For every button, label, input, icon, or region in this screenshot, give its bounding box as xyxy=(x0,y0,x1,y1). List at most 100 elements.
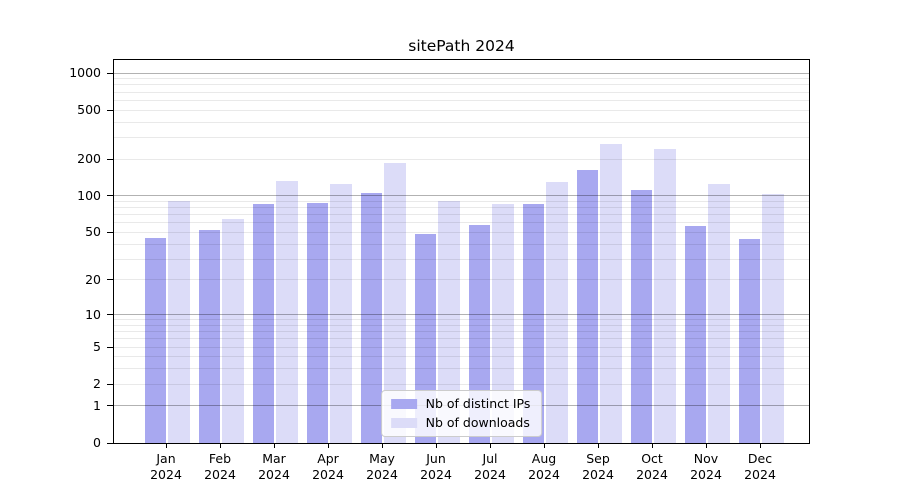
y-tick-label: 1000 xyxy=(69,65,101,81)
minor-grid-line xyxy=(114,84,809,86)
y-tick-label: 10 xyxy=(85,306,101,322)
x-tick-label: Nov 2024 xyxy=(690,451,722,482)
bar-nb-of-distinct-ips xyxy=(684,225,706,443)
bar-nb-of-downloads xyxy=(762,194,784,443)
legend-swatch xyxy=(390,399,417,409)
chart-title: sitePath 2024 xyxy=(408,37,515,55)
bar-nb-of-downloads xyxy=(222,219,244,443)
minor-grid-line xyxy=(114,231,809,233)
bar-nb-of-distinct-ips xyxy=(738,239,760,443)
x-tick-label: Feb 2024 xyxy=(204,451,236,482)
bar-nb-of-downloads xyxy=(708,184,730,443)
x-tick-label: Sep 2024 xyxy=(582,451,614,482)
bar-nb-of-distinct-ips xyxy=(252,203,274,443)
legend-label: Nb of distinct IPs xyxy=(425,396,531,411)
minor-grid-line xyxy=(114,158,809,160)
y-tick-mark xyxy=(107,195,113,197)
x-tick-mark xyxy=(220,443,221,448)
minor-grid-line xyxy=(114,200,809,202)
grid-layer xyxy=(114,60,809,443)
bar-nb-of-downloads xyxy=(654,149,676,443)
x-tick-mark xyxy=(490,443,491,448)
x-tick-label: Dec 2024 xyxy=(744,451,776,482)
x-tick-label: Jan 2024 xyxy=(150,451,182,482)
x-tick-label: May 2024 xyxy=(366,451,398,482)
y-tick-mark xyxy=(107,72,113,74)
major-grid-line xyxy=(114,195,809,197)
bar-nb-of-downloads xyxy=(276,181,298,443)
minor-grid-line xyxy=(114,331,809,333)
x-tick-label: Jul 2024 xyxy=(474,451,506,482)
minor-grid-line xyxy=(114,258,809,260)
x-tick-mark xyxy=(166,443,167,448)
y-tick-label: 20 xyxy=(85,271,101,287)
bar-nb-of-distinct-ips xyxy=(576,169,598,443)
minor-grid-line xyxy=(114,91,809,93)
x-tick-mark xyxy=(382,443,383,448)
y-tick-label: 100 xyxy=(77,187,101,203)
minor-grid-line xyxy=(114,346,809,348)
minor-grid-line xyxy=(114,222,809,224)
bar-nb-of-downloads xyxy=(330,184,352,443)
bar-nb-of-distinct-ips xyxy=(306,202,328,443)
y-tick-label: 1 xyxy=(93,397,101,413)
legend-label: Nb of downloads xyxy=(425,415,530,430)
bars-layer xyxy=(114,60,809,443)
major-grid-line xyxy=(114,314,809,316)
x-tick-mark xyxy=(274,443,275,448)
minor-grid-line xyxy=(114,99,809,101)
y-tick-label: 0 xyxy=(93,435,101,450)
minor-grid-line xyxy=(114,356,809,358)
minor-grid-line xyxy=(114,319,809,321)
minor-grid-line xyxy=(114,383,809,385)
bar-nb-of-distinct-ips xyxy=(630,190,652,443)
minor-grid-line xyxy=(114,243,809,245)
minor-grid-line xyxy=(114,109,809,111)
y-tick-mark xyxy=(107,314,113,316)
minor-grid-line xyxy=(114,279,809,281)
major-grid-line xyxy=(114,72,809,74)
x-tick-label: Mar 2024 xyxy=(258,451,290,482)
y-tick-mark xyxy=(107,109,113,111)
bar-nb-of-distinct-ips xyxy=(198,230,220,443)
y-tick-label: 500 xyxy=(77,102,101,118)
y-tick-mark xyxy=(107,383,113,385)
x-tick-mark xyxy=(652,443,653,448)
x-tick-label: Oct 2024 xyxy=(636,451,668,482)
legend: Nb of distinct IPs Nb of downloads xyxy=(380,390,543,437)
plot-area: Nb of distinct IPs Nb of downloads xyxy=(113,59,810,444)
y-tick-mark xyxy=(107,346,113,348)
y-tick-mark xyxy=(107,158,113,160)
bar-nb-of-distinct-ips xyxy=(360,193,382,443)
x-tick-mark xyxy=(598,443,599,448)
bar-nb-of-downloads xyxy=(168,201,190,443)
y-tick-mark xyxy=(107,405,113,407)
minor-grid-line xyxy=(114,368,809,370)
minor-grid-line xyxy=(114,207,809,209)
minor-grid-line xyxy=(114,121,809,123)
x-tick-mark xyxy=(544,443,545,448)
x-tick-mark xyxy=(706,443,707,448)
x-tick-mark xyxy=(760,443,761,448)
y-tick-mark xyxy=(107,442,113,444)
minor-grid-line xyxy=(114,136,809,138)
y-tick-label: 2 xyxy=(93,376,101,392)
y-tick-mark xyxy=(107,279,113,281)
minor-grid-line xyxy=(114,324,809,326)
x-tick-label: Apr 2024 xyxy=(312,451,344,482)
bar-nb-of-downloads xyxy=(546,182,568,443)
legend-entry: Nb of downloads xyxy=(390,415,531,430)
minor-grid-line xyxy=(114,78,809,80)
bar-nb-of-distinct-ips xyxy=(144,237,166,443)
y-tick-mark xyxy=(107,231,113,233)
y-tick-label: 5 xyxy=(93,339,101,355)
legend-swatch xyxy=(390,418,417,428)
x-tick-mark xyxy=(436,443,437,448)
y-tick-label: 50 xyxy=(85,224,101,240)
minor-grid-line xyxy=(114,214,809,216)
bar-nb-of-downloads xyxy=(600,144,622,443)
x-tick-label: Aug 2024 xyxy=(528,451,560,482)
x-tick-label: Jun 2024 xyxy=(420,451,452,482)
legend-entry: Nb of distinct IPs xyxy=(390,396,531,411)
